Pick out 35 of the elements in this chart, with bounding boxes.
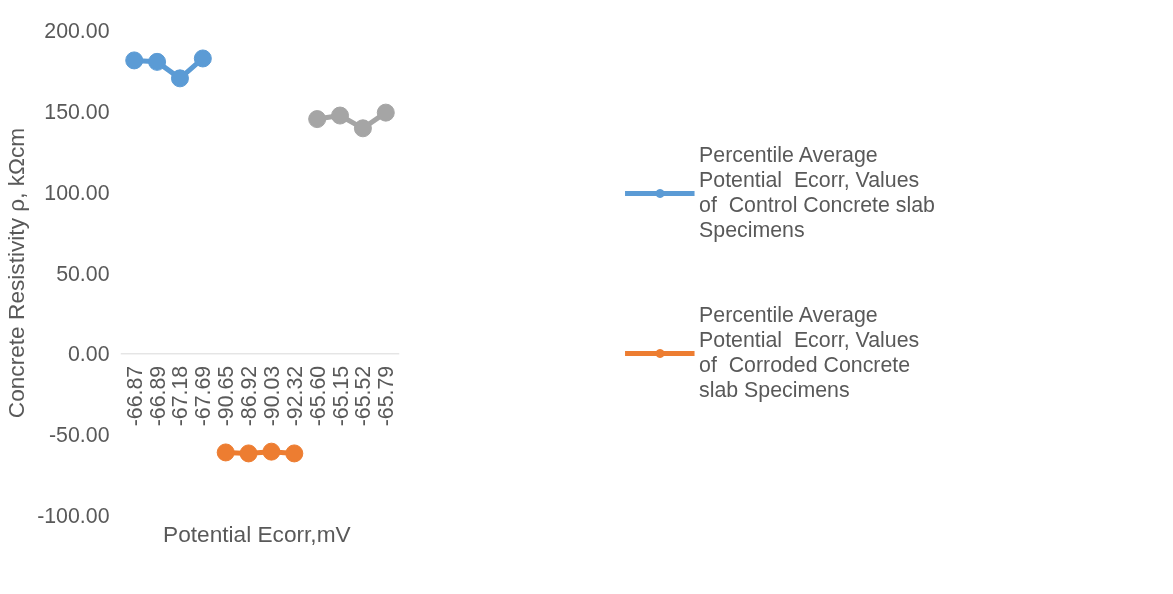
y-tick-label: 100.00 — [44, 180, 110, 205]
point — [262, 442, 281, 461]
x-tick-label: -90.03 — [259, 365, 284, 427]
point — [353, 119, 372, 138]
point — [170, 69, 189, 88]
y-tick-label: -100.00 — [37, 504, 110, 528]
x-tick-label: -66.89 — [145, 365, 170, 427]
legend-label: Percentile Average Potential Ecorr, Values of Corroded Concrete slab Specimens — [699, 302, 920, 403]
point — [239, 444, 258, 463]
point — [331, 106, 350, 125]
y-tick-label: 0.00 — [67, 342, 110, 367]
point — [308, 110, 327, 129]
point — [285, 444, 304, 463]
x-tick-label: -67.18 — [168, 365, 193, 427]
y-axis-title: Concrete Resistivity ρ, kΩcm — [3, 127, 30, 419]
x-tick-label: -86.92 — [237, 365, 262, 427]
point — [148, 52, 167, 71]
point — [216, 443, 235, 462]
x-tick-label: -65.60 — [305, 365, 330, 427]
x-axis-title: Potential Ecorr,mV — [163, 520, 352, 547]
y-tick-label: 50.00 — [56, 261, 110, 286]
x-tick-label: -92.32 — [282, 365, 307, 427]
x-tick-label: -90.65 — [214, 365, 239, 427]
x-tick-label: -65.15 — [328, 365, 353, 427]
y-tick-label: 200.00 — [44, 19, 110, 43]
x-tick-label: -66.87 — [122, 365, 147, 427]
legend-label: Percentile Average Potential Ecorr, Values of Control Concrete slab Specimens — [699, 142, 935, 243]
x-tick-label: -67.69 — [191, 365, 216, 427]
y-tick-label: -50.00 — [49, 423, 110, 448]
x-tick-label: -65.52 — [351, 365, 376, 427]
x-tick-label: -65.79 — [374, 365, 399, 427]
y-tick-label: 150.00 — [44, 99, 110, 124]
point — [125, 51, 144, 70]
point — [193, 49, 212, 68]
point — [376, 103, 395, 122]
